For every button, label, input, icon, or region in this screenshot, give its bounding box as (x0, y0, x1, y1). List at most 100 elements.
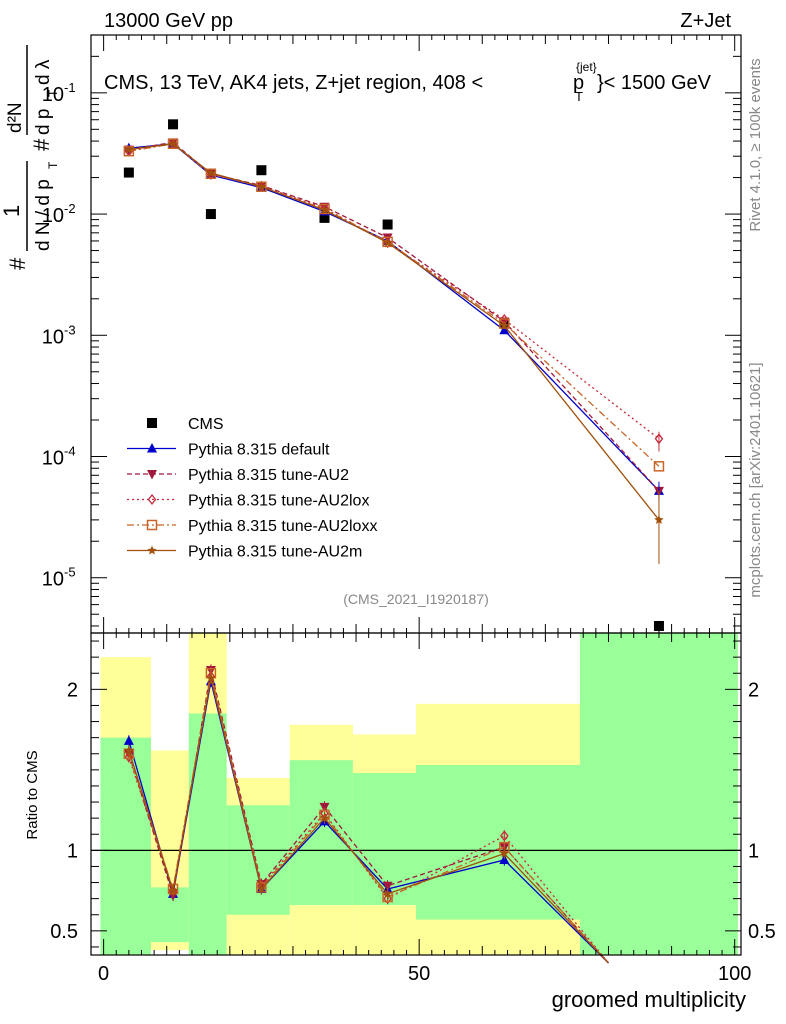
ratio-frame (90, 632, 742, 956)
mcplots-label: mcplots.cern.ch [arXiv:2401.10621] (747, 362, 764, 597)
main-y-axis-label: # 1 d N / d p T # d²N d p T d λ (0, 45, 60, 270)
ylabel-hash-1: # (5, 257, 30, 270)
legend-marker-0 (147, 418, 157, 428)
ratio-point-4-0 (124, 745, 134, 755)
point-5-5 (382, 237, 393, 247)
x-axis-title: groomed multiplicity (552, 987, 746, 1012)
ratio-uncertainty-bands (100, 633, 738, 955)
legend-label-3: Pythia 8.315 tune-AU2lox (188, 493, 369, 510)
y-tick-exp-3: -2 (64, 201, 76, 216)
point-0-2 (205, 209, 216, 220)
y-tick-label-0: 10 (42, 569, 64, 591)
point-5-0 (124, 144, 134, 154)
y-tick-exp-0: -5 (64, 565, 76, 580)
ry-tick-label-left-1: 1 (67, 840, 78, 862)
green-band-2 (188, 713, 227, 955)
ylabel-dl: d λ (33, 59, 54, 85)
ry-tick-label-left-0: 0.5 (50, 921, 78, 943)
point-1-6 (499, 324, 510, 335)
ratio-point-1-4 (319, 802, 330, 813)
ratio-point-2-6 (500, 830, 509, 842)
legend: CMS Pythia 8.315 default Pythia 8.315 tune… (127, 416, 377, 561)
series-line-4 (128, 143, 660, 467)
legend-marker-2 (147, 470, 157, 480)
series-line-3 (128, 143, 660, 440)
point-4-7 (653, 461, 665, 472)
main-series (123, 119, 665, 631)
ratio-point-0-0 (123, 735, 134, 745)
y-tick-label-2: 10 (42, 326, 64, 348)
green-band-6 (416, 765, 581, 920)
title-prefix: CMS, 13 TeV, AK4 jets, Z+jet region, 408… (104, 72, 483, 94)
ratio-point-4-1 (168, 885, 178, 895)
y-tick-label-4: 10 (42, 84, 64, 106)
plot-title: CMS, 13 TeV, AK4 jets, Z+jet region, 408… (104, 60, 712, 104)
point-0-7 (653, 620, 664, 631)
ylabel-T-1: T (46, 161, 60, 169)
green-band-4 (289, 760, 353, 906)
process-label: Z+Jet (680, 10, 731, 32)
series-5 (124, 138, 664, 524)
legend-entry-2: Pythia 8.315 tune-AU2 (127, 467, 349, 484)
ratio-point-4-6 (499, 848, 510, 858)
legend-entry-5: Pythia 8.315 tune-AU2m (127, 544, 362, 561)
ylabel-T-2: T (46, 89, 60, 97)
y-tick-exp-2: -3 (64, 322, 76, 337)
title-suffix: }< 1500 GeV (597, 72, 712, 94)
legend-entry-0: CMS (147, 416, 224, 433)
legend-label-4: Pythia 8.315 tune-AU2loxx (188, 518, 377, 535)
green-band-3 (226, 805, 290, 915)
title-var: p (573, 72, 584, 94)
point-5-4 (319, 205, 330, 215)
ratio-point-4-5 (382, 888, 393, 898)
title-sup: {jet} (576, 60, 597, 74)
point-5-3 (256, 181, 267, 191)
ry-tick-label-right-2: 2 (748, 679, 759, 701)
legend-entry-1: Pythia 8.315 default (127, 442, 330, 459)
ratio-point-1-5 (382, 881, 393, 892)
ylabel-dpT: d p (33, 109, 54, 135)
legend-label-0: CMS (188, 416, 224, 433)
energy-label: 13000 GeV pp (104, 10, 233, 32)
ratio-y-axis-label: Ratio to CMS (24, 750, 41, 839)
x-tick-label-1: 50 (408, 963, 430, 985)
ratio-point-0-6 (499, 854, 510, 865)
ylabel-d2N: d²N (5, 102, 26, 133)
point-5-6 (499, 320, 510, 330)
analysis-id: (CMS_2021_I1920187) (343, 591, 489, 607)
legend-marker-3 (147, 493, 157, 506)
ratio-point-4-3 (256, 883, 267, 894)
ratio-point-4-4 (319, 813, 330, 823)
point-0-1 (168, 119, 179, 130)
legend-marker-5 (147, 545, 157, 555)
legend-marker-1 (147, 443, 157, 453)
y-tick-label-3: 10 (42, 205, 64, 227)
point-5-2 (206, 168, 216, 178)
green-band-0 (100, 737, 151, 955)
point-0-3 (256, 165, 267, 176)
x-tick-label-2: 100 (718, 963, 751, 985)
series-line-5 (128, 143, 660, 521)
ratio-point-2-0 (124, 751, 134, 763)
x-tick-label-0: 0 (98, 963, 109, 985)
point-4-6 (499, 318, 510, 329)
y-tick-exp-4: -1 (64, 80, 76, 95)
series-line-1 (128, 143, 660, 492)
point-5-1 (168, 138, 178, 148)
y-tick-label-1: 10 (42, 448, 64, 470)
series-3 (124, 138, 664, 445)
series-line-2 (128, 141, 660, 492)
ratio-series-4 (124, 672, 609, 964)
ratio-line-3 (128, 673, 609, 964)
point-3-4 (320, 202, 329, 214)
title-sub: T (575, 89, 583, 104)
ylabel-hash-2: # (29, 138, 54, 151)
ry-tick-label-right-0: 0.5 (748, 921, 776, 943)
legend-entry-4: Pythia 8.315 tune-AU2loxx (127, 518, 377, 535)
rivet-label: Rivet 4.1.0, ≥ 100k events (747, 58, 764, 231)
legend-label-5: Pythia 8.315 tune-AU2m (188, 544, 362, 561)
ratio-line-4 (128, 677, 609, 964)
legend-label-1: Pythia 8.315 default (188, 442, 330, 459)
